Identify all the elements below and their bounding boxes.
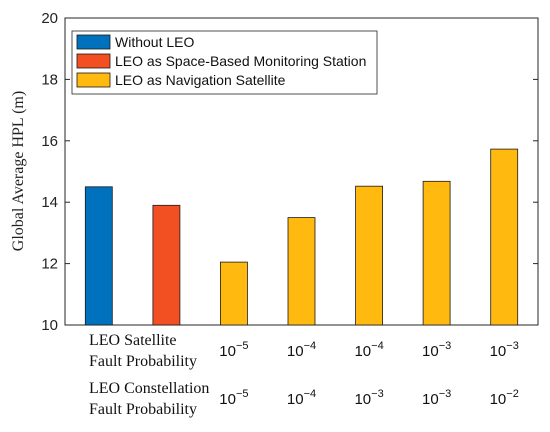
y-tick-label-2: 14 xyxy=(41,194,58,211)
bar-4 xyxy=(287,217,316,326)
bar-7 xyxy=(490,148,519,326)
bar-5 xyxy=(355,185,384,326)
satellite-prob-2: 10−4 xyxy=(287,340,316,360)
y-tick-label-1: 12 xyxy=(41,256,58,273)
legend-swatch-1 xyxy=(76,34,111,50)
bar-6 xyxy=(422,180,451,326)
y-tick-label-0: 10 xyxy=(41,317,58,334)
legend-label-2: LEO as Space-Based Monitoring Station xyxy=(115,53,366,69)
satellite-prob-4: 10−3 xyxy=(422,340,451,360)
row-label-satellite-line-2: Fault Probability xyxy=(89,353,197,370)
y-tick-label-5: 20 xyxy=(41,10,58,27)
bar-3 xyxy=(219,261,248,326)
satellite-prob-3: 10−4 xyxy=(354,340,383,360)
y-axis-label: Global Average HPL (m) xyxy=(10,91,27,251)
y-tick-label-4: 18 xyxy=(41,71,58,88)
row-labels: LEO Satellite Fault Probability LEO Conste… xyxy=(89,332,209,418)
constellation-prob-2: 10−4 xyxy=(287,388,316,408)
y-axis: 10 12 14 16 18 20 xyxy=(41,10,538,334)
y-tick-label-3: 16 xyxy=(41,133,58,150)
bar-2 xyxy=(152,204,181,326)
constellation-prob-1: 10−5 xyxy=(219,388,248,408)
row-label-constellation-line-2: Fault Probability xyxy=(89,401,197,418)
constellation-prob-3: 10−3 xyxy=(354,388,383,408)
legend-box xyxy=(71,30,378,95)
satellite-prob-5: 10−3 xyxy=(490,340,519,360)
bars xyxy=(84,148,519,326)
legend-label-3: LEO as Navigation Satellite xyxy=(115,72,286,88)
constellation-prob-4: 10−3 xyxy=(422,388,451,408)
legend-swatch-2 xyxy=(76,53,111,69)
fault-probability-labels: 10−5 10−4 10−4 10−3 10−3 10−5 10−4 10−3 10−3 10−2 xyxy=(219,340,519,408)
constellation-prob-5: 10−2 xyxy=(490,388,519,408)
legend: Without LEO LEO as Space-Based Monitoring… xyxy=(71,30,378,95)
legend-swatch-3 xyxy=(76,72,111,88)
satellite-prob-1: 10−5 xyxy=(219,340,248,360)
row-label-satellite-line-1: LEO Satellite xyxy=(89,332,177,349)
bar-1 xyxy=(84,186,113,326)
legend-label-1: Without LEO xyxy=(115,34,194,50)
row-label-constellation-line-1: LEO Constellation xyxy=(89,380,209,397)
